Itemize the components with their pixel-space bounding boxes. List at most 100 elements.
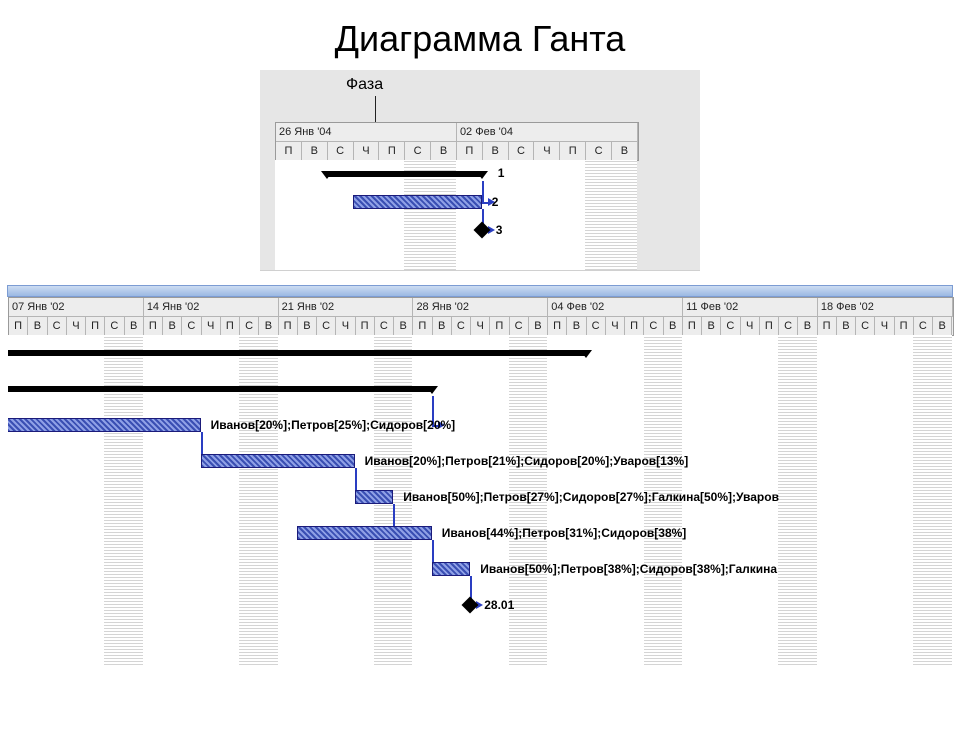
- day-cell: С: [240, 317, 259, 335]
- day-cell: П: [276, 142, 302, 160]
- timeline-header-small: 26 Янв '0402 Фев '04ПВСЧПСВПВСЧПСВ: [275, 122, 639, 161]
- day-cell: В: [702, 317, 721, 335]
- week-cell: 02 Фев '04: [457, 123, 638, 141]
- day-cell: П: [625, 317, 644, 335]
- milestone-label: 3: [496, 223, 503, 237]
- day-cell: С: [721, 317, 740, 335]
- day-cell: П: [356, 317, 375, 335]
- gantt-panel-large: 07 Янв '0214 Янв '0221 Янв '0228 Янв '02…: [8, 297, 952, 667]
- day-cell: В: [394, 317, 413, 335]
- day-cell: П: [144, 317, 163, 335]
- day-cell: П: [818, 317, 837, 335]
- day-cell: Ч: [471, 317, 490, 335]
- day-cell: П: [221, 317, 240, 335]
- day-cell: Ч: [354, 142, 380, 160]
- task-resources-label: Иванов[20%];Петров[21%];Сидоров[20%];Ува…: [365, 454, 689, 468]
- day-cell: В: [28, 317, 47, 335]
- summary-bar[interactable]: [327, 171, 482, 177]
- week-cell: 04 Фев '02: [548, 298, 683, 316]
- week-cell: 26 Янв '04: [276, 123, 457, 141]
- day-cell: П: [560, 142, 586, 160]
- day-cell: П: [457, 142, 483, 160]
- day-cell: П: [895, 317, 914, 335]
- task-bar[interactable]: [353, 195, 482, 209]
- day-cell: П: [760, 317, 779, 335]
- day-cell: С: [779, 317, 798, 335]
- row-index-label: 1: [498, 166, 505, 180]
- day-cell: П: [548, 317, 567, 335]
- day-cell: П: [9, 317, 28, 335]
- gantt-chart-small: 1 2 3: [275, 160, 637, 270]
- day-cell: П: [413, 317, 432, 335]
- week-cell: 07 Янв '02: [9, 298, 144, 316]
- day-cell: В: [529, 317, 548, 335]
- week-cell: 28 Янв '02: [413, 298, 548, 316]
- day-cell: В: [612, 142, 638, 160]
- page-title: Диаграмма Ганта: [0, 18, 960, 60]
- day-cell: Ч: [336, 317, 355, 335]
- week-cell: 21 Янв '02: [279, 298, 414, 316]
- summary-end-icon: [321, 171, 333, 179]
- day-cell: В: [431, 142, 457, 160]
- task-bar[interactable]: [432, 562, 471, 576]
- day-cell: Ч: [875, 317, 894, 335]
- summary-bar[interactable]: [8, 386, 432, 392]
- day-cell: В: [483, 142, 509, 160]
- summary-end-icon: [580, 350, 592, 358]
- day-cell: В: [664, 317, 683, 335]
- day-cell: Ч: [202, 317, 221, 335]
- day-cell: В: [433, 317, 452, 335]
- task-resources-label: Иванов[44%];Петров[31%];Сидоров[38%]: [442, 526, 687, 540]
- day-cell: С: [328, 142, 354, 160]
- day-cell: П: [279, 317, 298, 335]
- task-resources-label: 2: [492, 195, 499, 209]
- day-cell: С: [317, 317, 336, 335]
- gantt-chart-large: Иванов[20%];Петров[25%];Сидоров[20%] Иван…: [8, 335, 952, 665]
- day-cell: П: [490, 317, 509, 335]
- milestone-icon[interactable]: [462, 597, 479, 614]
- day-cell: П: [379, 142, 405, 160]
- milestone-icon[interactable]: [473, 222, 490, 239]
- day-cell: С: [586, 142, 612, 160]
- phase-label: Фаза: [346, 76, 383, 94]
- timeline-header-large: 07 Янв '0214 Янв '0221 Янв '0228 Янв '02…: [8, 297, 954, 336]
- day-cell: В: [837, 317, 856, 335]
- window-title-strip: [7, 285, 953, 297]
- day-cell: В: [298, 317, 317, 335]
- day-cell: В: [302, 142, 328, 160]
- day-cell: Ч: [606, 317, 625, 335]
- task-resources-label: Иванов[20%];Петров[25%];Сидоров[20%]: [211, 418, 456, 432]
- summary-end-icon: [476, 171, 488, 179]
- day-cell: С: [509, 142, 535, 160]
- day-cell: В: [163, 317, 182, 335]
- day-cell: В: [933, 317, 952, 335]
- day-cell: С: [914, 317, 933, 335]
- task-bar[interactable]: [8, 418, 201, 432]
- week-cell: 14 Янв '02: [144, 298, 279, 316]
- summary-bar[interactable]: [8, 350, 586, 356]
- task-resources-label: Иванов[50%];Петров[27%];Сидоров[27%];Гал…: [403, 490, 779, 504]
- week-cell: 11 Фев '02: [683, 298, 818, 316]
- day-cell: С: [105, 317, 124, 335]
- day-cell: В: [259, 317, 278, 335]
- day-cell: В: [567, 317, 586, 335]
- day-cell: С: [452, 317, 471, 335]
- day-cell: С: [405, 142, 431, 160]
- day-cell: Ч: [741, 317, 760, 335]
- task-bar[interactable]: [355, 490, 394, 504]
- day-cell: С: [48, 317, 67, 335]
- milestone-label: 28.01: [484, 598, 514, 612]
- day-cell: С: [375, 317, 394, 335]
- day-cell: С: [856, 317, 875, 335]
- summary-end-icon: [426, 386, 438, 394]
- task-bar[interactable]: [297, 526, 432, 540]
- day-cell: Ч: [67, 317, 86, 335]
- week-cell: 18 Фев '02: [818, 298, 953, 316]
- day-cell: В: [798, 317, 817, 335]
- task-bar[interactable]: [201, 454, 355, 468]
- day-cell: С: [644, 317, 663, 335]
- dependency-line: [482, 181, 484, 202]
- day-cell: П: [86, 317, 105, 335]
- task-resources-label: Иванов[50%];Петров[38%];Сидоров[38%];Гал…: [480, 562, 777, 576]
- day-cell: В: [125, 317, 144, 335]
